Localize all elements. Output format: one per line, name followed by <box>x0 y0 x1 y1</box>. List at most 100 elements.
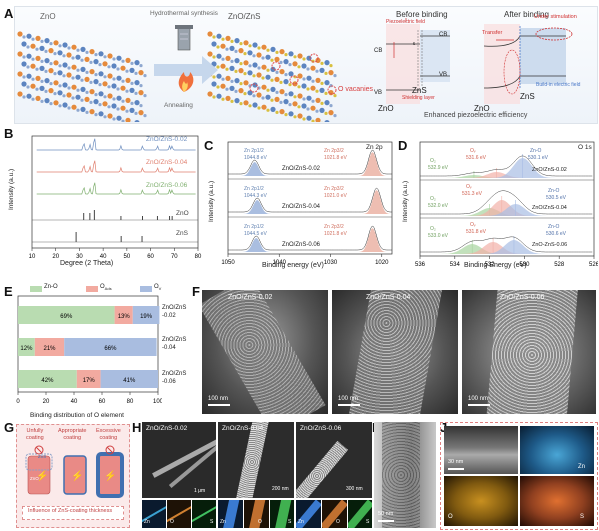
sem-image-3 <box>462 290 596 414</box>
atom <box>238 88 244 94</box>
a-znozns-label: ZnO/ZnS <box>228 12 261 21</box>
atom <box>107 105 111 109</box>
atom <box>103 75 107 79</box>
d-xtick: 536 <box>415 262 426 268</box>
atom <box>279 69 285 75</box>
atom <box>225 67 229 71</box>
c-row1-e12: 1044.8 eV <box>244 155 267 161</box>
atom <box>143 94 147 98</box>
atom <box>301 83 307 89</box>
h-scale-3: 300 nm <box>346 486 363 492</box>
atom <box>17 71 23 77</box>
atom <box>274 56 280 63</box>
d-xtick: 532 <box>485 262 496 268</box>
atom <box>130 101 134 105</box>
atom <box>221 57 225 61</box>
atom <box>243 40 249 46</box>
atom <box>274 96 280 102</box>
atom <box>80 66 86 72</box>
atom <box>333 114 337 118</box>
atom <box>67 46 71 50</box>
atom <box>85 110 89 114</box>
atom <box>297 85 301 89</box>
bar-value-label: 19% <box>140 314 153 320</box>
atom <box>53 52 57 56</box>
atom <box>302 117 306 121</box>
h-scale-2: 200 nm <box>272 486 289 492</box>
bar-ov-3 <box>100 370 158 388</box>
atom <box>293 95 297 99</box>
g-coating-diagram: ⚡ ⚡ ⚡ <box>25 445 124 498</box>
atom <box>319 87 325 93</box>
svg-text:⚡: ⚡ <box>104 469 116 482</box>
atom <box>21 81 27 87</box>
e-xlabel: Binding distribution of O element <box>30 412 124 419</box>
atom <box>22 75 26 79</box>
atom <box>116 95 122 101</box>
atom <box>71 44 77 50</box>
atom <box>302 97 306 101</box>
atom <box>315 117 321 122</box>
legend-zno: Zn-O <box>44 284 58 290</box>
atom <box>44 38 50 44</box>
o1s-envelope <box>420 155 593 177</box>
atom <box>257 46 261 50</box>
panel-a-schematic <box>17 18 573 122</box>
atom <box>315 57 321 64</box>
atom <box>270 58 274 62</box>
atom <box>320 81 324 85</box>
autoclave-icon <box>175 25 193 51</box>
atom <box>134 111 138 115</box>
panel-label-g: G <box>4 420 15 435</box>
atom <box>93 59 99 65</box>
atom <box>58 104 62 108</box>
d-xtick: 534 <box>450 262 461 268</box>
atom <box>230 39 234 44</box>
i-scale: 50 nm <box>378 511 394 517</box>
atom <box>216 93 222 99</box>
bar-value-label: 17% <box>83 378 96 384</box>
o1s-envelope <box>420 236 593 253</box>
atom <box>229 65 235 71</box>
atom <box>66 52 72 58</box>
d-xtick: 528 <box>554 262 565 268</box>
atom <box>48 48 54 54</box>
b-curve-label-5: ZnS <box>176 230 188 237</box>
atom <box>121 79 125 83</box>
atom <box>315 77 321 83</box>
atom <box>98 91 104 97</box>
g-footer-box <box>22 506 124 520</box>
atom <box>243 60 249 66</box>
zno-zns-lattice <box>207 31 337 122</box>
atom <box>247 70 253 76</box>
zn2p-peak <box>236 200 278 214</box>
atom <box>58 44 62 48</box>
atom <box>111 83 117 89</box>
atom <box>225 95 231 101</box>
atom <box>98 51 104 57</box>
atom <box>30 43 36 49</box>
bar-value-label: 41% <box>123 378 136 384</box>
g-footer: Influence of ZnS-coating thickness <box>28 508 113 514</box>
atom <box>306 107 310 111</box>
atom <box>292 101 298 107</box>
tem-image <box>374 422 436 528</box>
atom <box>279 49 285 55</box>
atom <box>229 45 235 52</box>
atom <box>306 87 310 91</box>
atom <box>220 63 226 69</box>
atom <box>234 69 238 73</box>
atom <box>62 94 66 98</box>
d-row3-name: ZnO-ZnS-0.06 <box>532 242 568 248</box>
atom <box>84 96 90 102</box>
atom <box>26 65 30 69</box>
atom <box>31 37 35 41</box>
atom <box>261 56 265 60</box>
b-xtick: 60 <box>147 254 154 260</box>
atom <box>71 56 75 60</box>
atom <box>89 60 93 64</box>
b-xtick: 20 <box>52 254 59 260</box>
vacancy-marker <box>271 61 281 71</box>
atom <box>129 67 135 73</box>
atom <box>111 103 117 109</box>
